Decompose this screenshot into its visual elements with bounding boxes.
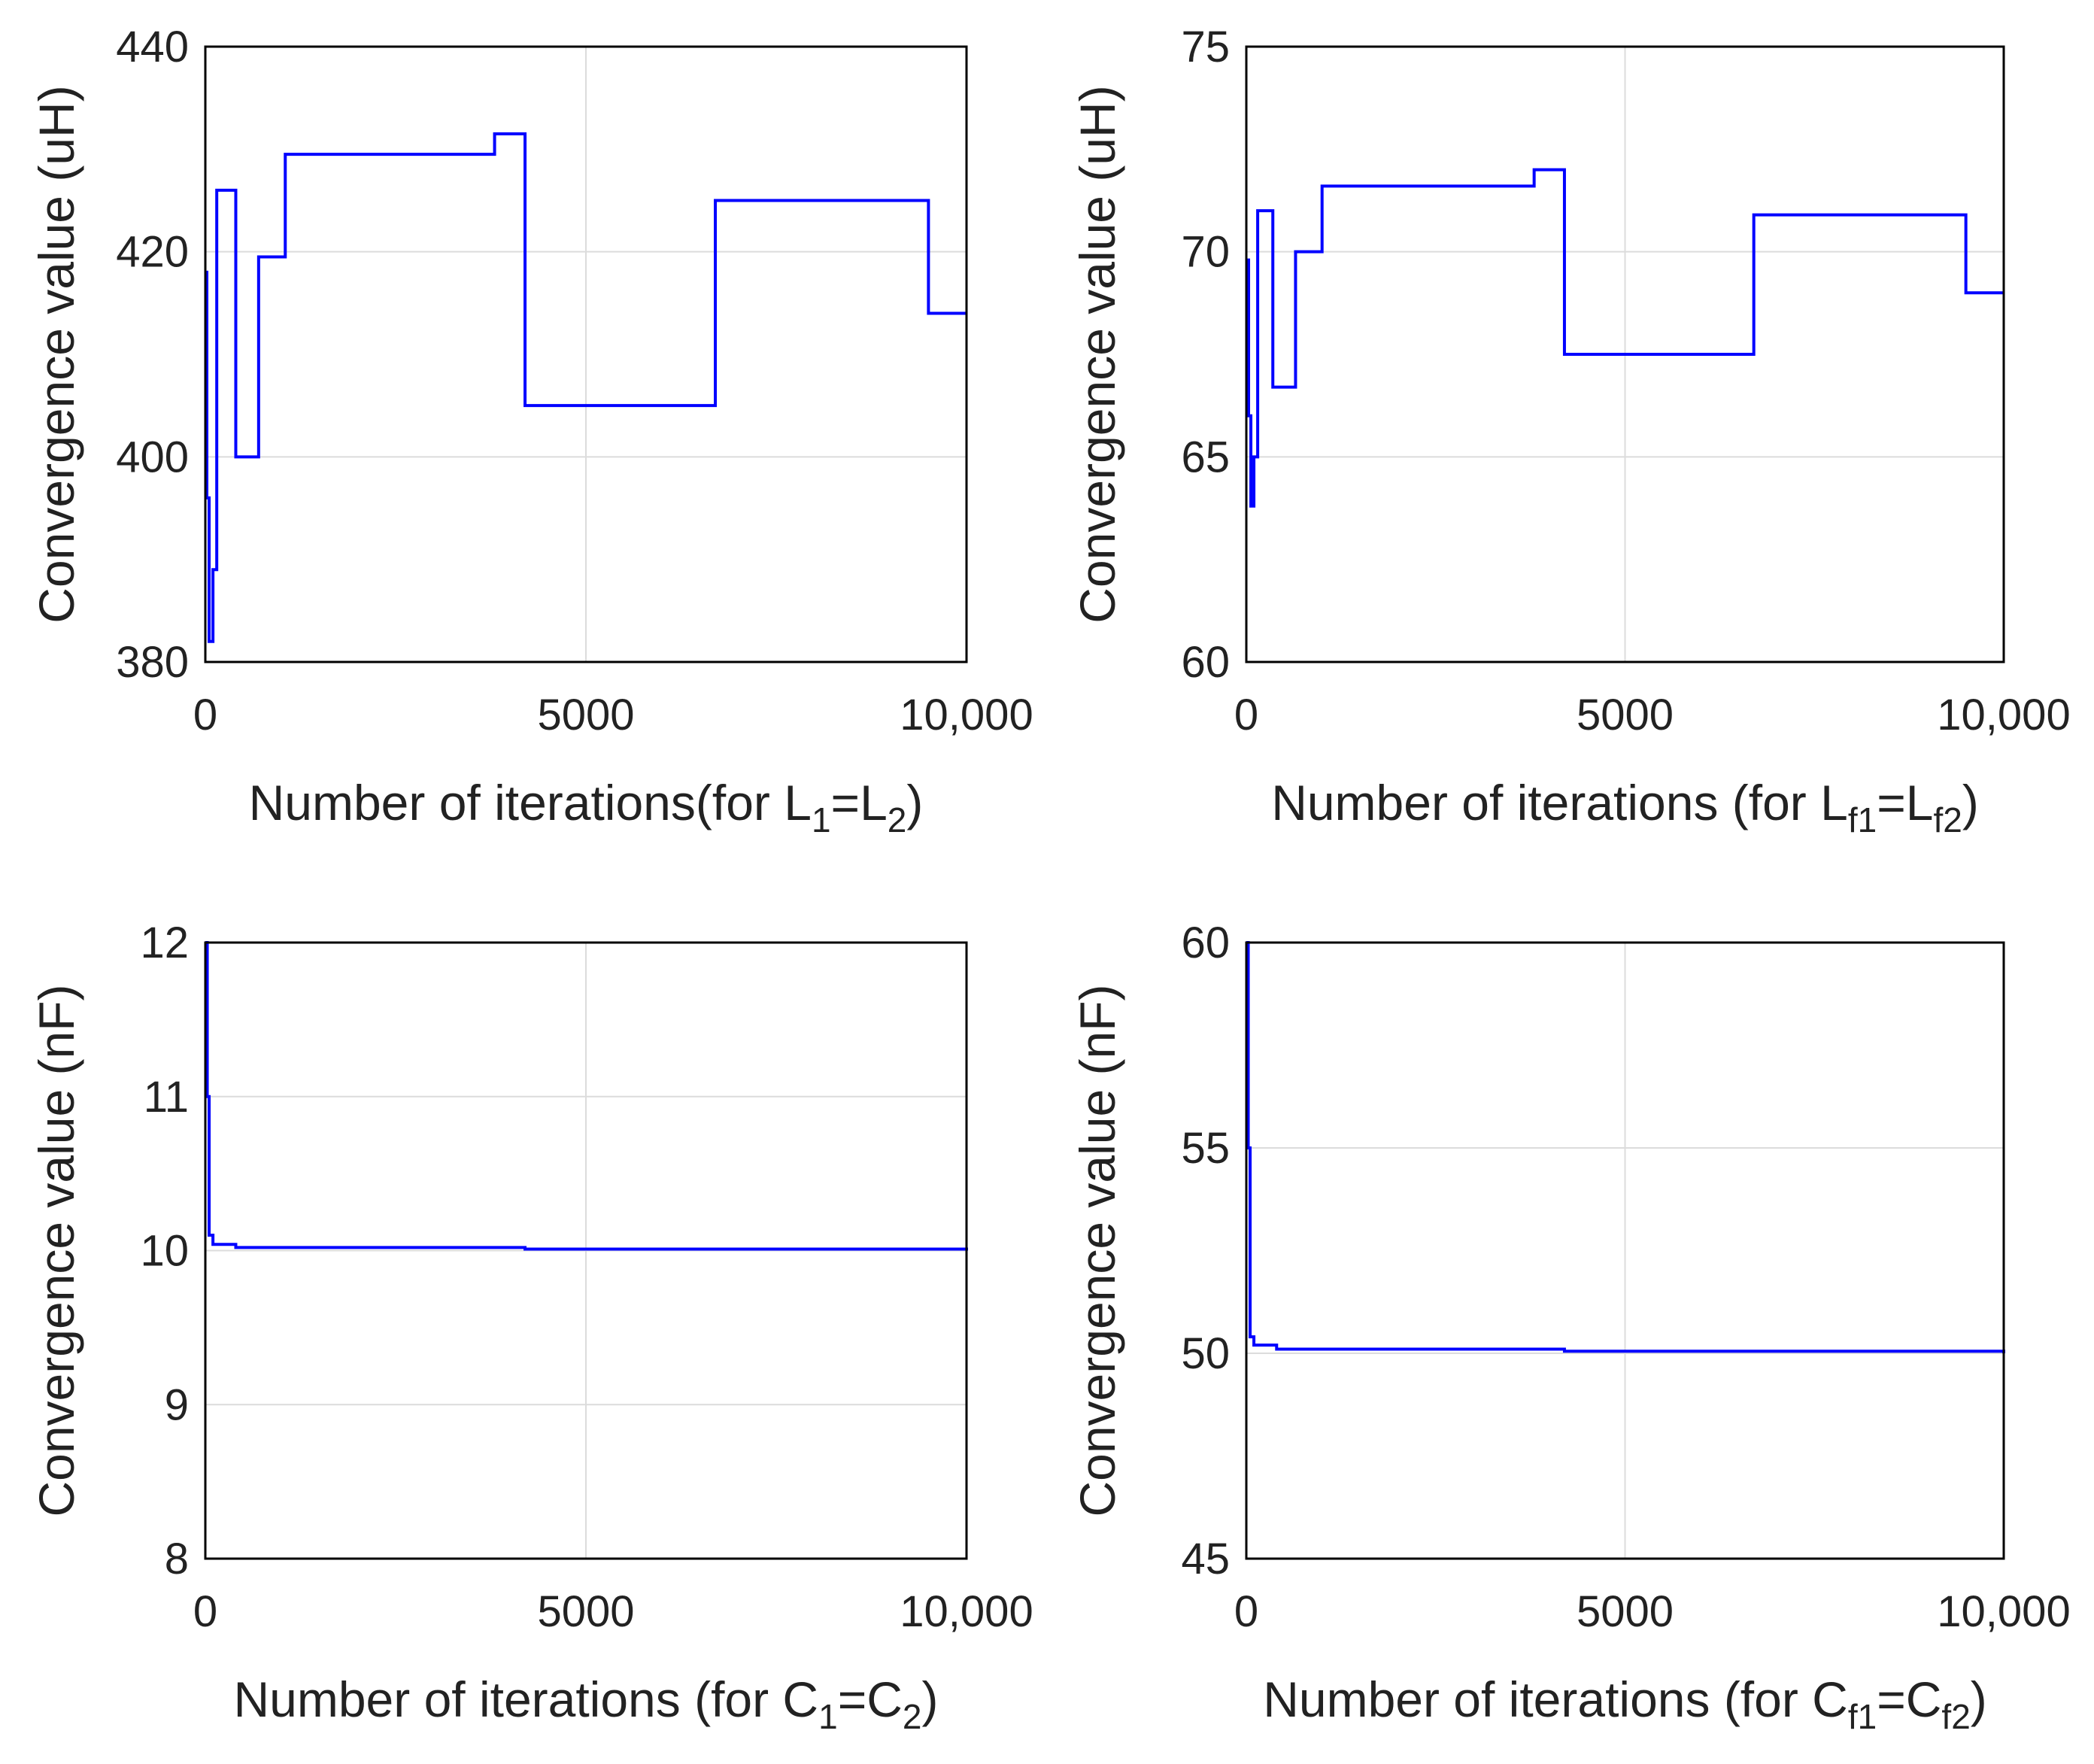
x-tick-label: 0 — [1234, 1587, 1258, 1636]
x-tick-label: 0 — [193, 691, 217, 739]
y-tick-label: 50 — [1181, 1329, 1230, 1378]
figure: 0 5000 10,000380400420440Number of iterati… — [0, 0, 2094, 1764]
y-tick-label: 8 — [165, 1535, 189, 1583]
chart-panel-bottom-left: 0 5000 10,000 8 9 10 11 12 Number of iterations … — [29, 918, 1033, 1736]
x-axis-label: Number of iterations(for L1=L2) — [249, 775, 924, 839]
x-tick-label: 10,000 — [1937, 1587, 2070, 1636]
x-tick-label: 5000 — [1577, 691, 1674, 739]
y-tick-label: 10 — [140, 1227, 189, 1276]
y-tick-label: 400 — [116, 433, 189, 481]
chart-panel-top-left: 0 5000 10,000 380 400 420 440 Number of iterati… — [29, 23, 1033, 839]
x-axis-label: Number of iterations (for Lf1=Lf2) — [1271, 775, 1979, 839]
y-tick-label: 60 — [1181, 918, 1230, 967]
x-tick-label: 5000 — [1577, 1587, 1674, 1636]
y-tick-label: 12 — [140, 918, 189, 967]
y-tick-label: 55 — [1181, 1124, 1230, 1173]
y-tick-label: 440 — [116, 23, 189, 71]
x-tick-label: 0 — [1234, 691, 1258, 739]
y-tick-label: 11 — [144, 1073, 189, 1122]
chart-panel-bottom-right: 0 5000 10,000 45 50 55 60 Number of iterations … — [1070, 918, 2071, 1736]
y-tick-label: 45 — [1181, 1535, 1230, 1583]
chart-panel-top-right: 0 5000 10,000 60 65 70 75 Number of iterations … — [1070, 23, 2071, 839]
y-axis-label: Convergence value (nF) — [29, 984, 84, 1517]
y-axis-label: Convergence value (uH) — [1070, 85, 1125, 623]
x-tick-label: 0 — [193, 1587, 217, 1636]
x-tick-label: 10,000 — [900, 1587, 1033, 1636]
x-tick-label: 5000 — [537, 1587, 634, 1636]
y-tick-label: 75 — [1181, 23, 1230, 71]
y-tick-label: 420 — [116, 228, 189, 277]
x-tick-label: 10,000 — [1937, 691, 2070, 739]
y-tick-label: 9 — [165, 1380, 189, 1429]
y-axis-label: Convergence value (nF) — [1070, 984, 1125, 1517]
y-tick-label: 70 — [1181, 228, 1230, 277]
x-tick-label: 10,000 — [900, 691, 1033, 739]
x-tick-label: 5000 — [537, 691, 634, 739]
y-axis-label: Convergence value (uH) — [29, 85, 84, 623]
y-tick-label: 65 — [1181, 433, 1230, 481]
y-tick-label: 380 — [116, 638, 189, 687]
x-axis-label: Number of iterations (for Cf1=Cf2) — [1263, 1671, 1987, 1736]
x-axis-label: Number of iterations (for C1=C2) — [234, 1671, 939, 1736]
y-tick-label: 60 — [1181, 638, 1230, 687]
